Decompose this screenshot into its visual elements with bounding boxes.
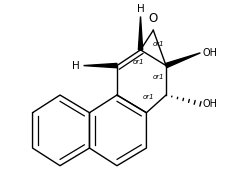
Text: O: O: [148, 12, 157, 25]
Text: H: H: [72, 61, 79, 70]
Text: or1: or1: [152, 74, 163, 80]
Polygon shape: [83, 63, 117, 68]
Text: or1: or1: [142, 94, 153, 100]
Text: OH: OH: [202, 48, 216, 58]
Text: or1: or1: [132, 59, 144, 65]
Text: or1: or1: [152, 41, 163, 47]
Polygon shape: [165, 53, 199, 68]
Polygon shape: [138, 17, 142, 50]
Text: H: H: [136, 4, 144, 14]
Text: OH: OH: [202, 99, 216, 109]
